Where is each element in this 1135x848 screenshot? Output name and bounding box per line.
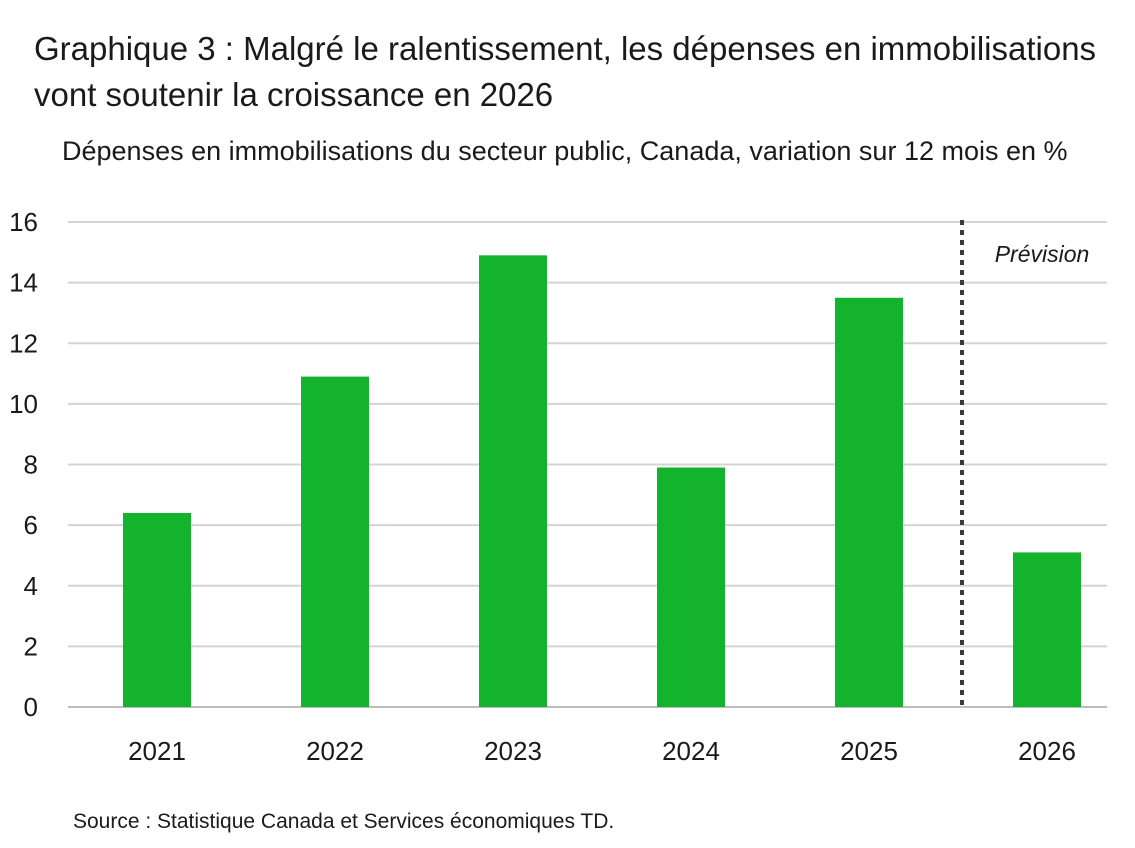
y-tick-label: 14 bbox=[9, 268, 38, 298]
y-axis-ticks: 0 2 4 6 8 10 12 14 16 bbox=[9, 207, 38, 722]
y-tick-label: 10 bbox=[9, 389, 38, 419]
x-axis-ticks: 2021 2022 2023 2024 2025 2026 bbox=[128, 736, 1076, 766]
y-tick-label: 12 bbox=[9, 328, 38, 358]
source-note: Source : Statistique Canada et Services … bbox=[73, 810, 615, 833]
annotations: Prévision bbox=[960, 220, 1090, 707]
bar bbox=[479, 255, 547, 707]
chart-subtitle: Dépenses en immobilisations du secteur p… bbox=[62, 136, 1068, 166]
forecast-label: Prévision bbox=[995, 241, 1090, 267]
bar bbox=[835, 297, 903, 707]
bar bbox=[657, 467, 725, 707]
bar bbox=[1013, 552, 1081, 707]
x-tick-label: 2023 bbox=[484, 736, 542, 766]
y-tick-label: 6 bbox=[24, 510, 38, 540]
y-tick-label: 0 bbox=[24, 692, 38, 722]
gridlines bbox=[68, 221, 1107, 708]
chart-title: Graphique 3 : Malgré le ralentissement, … bbox=[34, 30, 1097, 113]
y-tick-label: 16 bbox=[9, 207, 38, 237]
bars bbox=[123, 255, 1081, 707]
bar bbox=[301, 376, 369, 707]
y-tick-label: 8 bbox=[24, 450, 38, 480]
bar-chart: 0 2 4 6 8 10 12 14 16 2021 2022 2023 2024 2025 2026 P… bbox=[9, 207, 1107, 766]
x-tick-label: 2021 bbox=[128, 736, 186, 766]
x-tick-label: 2025 bbox=[840, 736, 898, 766]
x-tick-label: 2024 bbox=[662, 736, 720, 766]
x-tick-label: 2026 bbox=[1018, 736, 1076, 766]
bar bbox=[123, 513, 191, 707]
y-tick-label: 2 bbox=[24, 631, 38, 661]
x-tick-label: 2022 bbox=[306, 736, 364, 766]
y-tick-label: 4 bbox=[24, 571, 38, 601]
